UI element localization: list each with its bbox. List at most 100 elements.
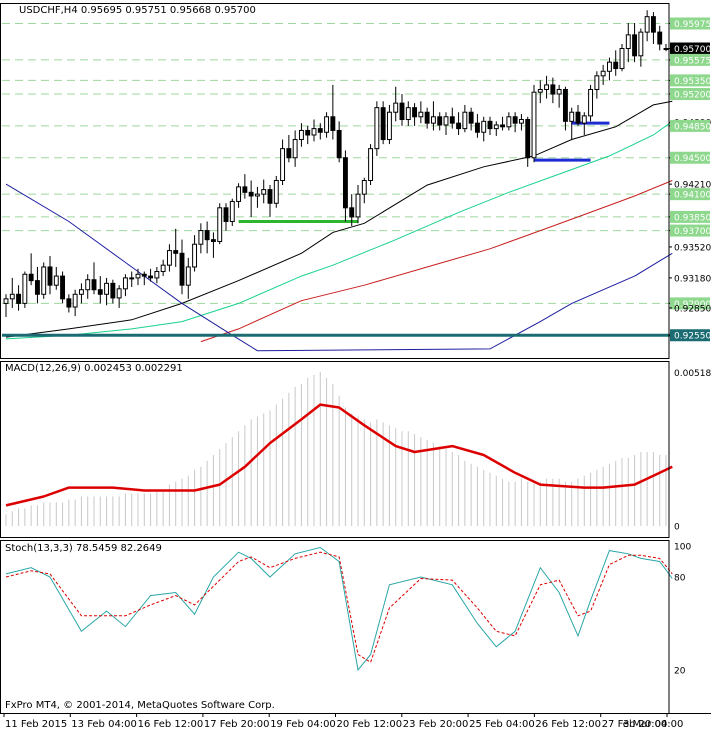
y-tick-label: 0.94210 xyxy=(674,181,711,191)
candle xyxy=(236,183,242,208)
candle-body xyxy=(116,288,122,299)
candle-body xyxy=(317,128,323,133)
y-tick-label: 0.93180 xyxy=(674,274,711,284)
price-level-badge xyxy=(670,17,710,30)
candle-body xyxy=(581,115,587,124)
candle-body xyxy=(468,111,474,124)
candle xyxy=(657,25,663,51)
candle xyxy=(525,116,531,167)
candle-body xyxy=(569,111,575,122)
candle xyxy=(280,139,286,186)
stoch-header: Stoch(13,3,3) 78.5459 82.2649 xyxy=(5,543,162,554)
candle xyxy=(160,259,166,277)
stoch-panel-frame xyxy=(0,540,670,714)
candle xyxy=(449,107,455,129)
candle-body xyxy=(606,61,612,72)
candle-body xyxy=(236,186,242,202)
y-tick-label: 0.92550 xyxy=(674,332,711,342)
candle-body xyxy=(625,34,631,50)
candle-body xyxy=(22,273,28,304)
y-tick-label: 0.95350 xyxy=(674,77,711,87)
candle-body xyxy=(456,122,462,130)
candle xyxy=(217,203,223,245)
candle-body xyxy=(518,119,524,124)
candle-body xyxy=(286,148,292,159)
candle-body xyxy=(330,116,336,131)
candle xyxy=(148,268,154,282)
candle-body xyxy=(242,186,248,193)
candle xyxy=(210,232,216,258)
price-level-badge xyxy=(670,297,710,310)
price-panel[interactable] xyxy=(2,10,673,352)
candle xyxy=(261,179,267,204)
candle xyxy=(456,112,462,135)
candle-body xyxy=(544,84,550,90)
candle xyxy=(625,23,631,63)
candle-body xyxy=(386,111,392,141)
candle-body xyxy=(600,70,606,77)
price-level-badge xyxy=(670,329,710,342)
candle-body xyxy=(374,107,380,150)
candle-body xyxy=(204,230,210,241)
price-level-badge xyxy=(670,224,710,237)
y-tick-label: 0.93700 xyxy=(674,227,711,237)
candle-body xyxy=(525,119,531,159)
candle xyxy=(135,268,141,286)
stoch-signal-line xyxy=(5,551,673,664)
candle xyxy=(644,10,650,42)
candle xyxy=(430,101,436,131)
candle xyxy=(173,228,179,267)
moving-average-line xyxy=(200,180,673,343)
candle xyxy=(355,185,361,224)
macd-tick-label: 0.005189 xyxy=(674,369,711,379)
x-tick-label: 3 Mar 04:00 xyxy=(623,719,683,730)
candle xyxy=(22,271,28,308)
x-tick-label: 17 Feb 20:00 xyxy=(204,719,270,730)
candle-body xyxy=(588,88,594,117)
candle xyxy=(581,112,587,135)
candle-body xyxy=(298,129,304,141)
candle xyxy=(166,244,172,272)
candle-body xyxy=(223,207,229,222)
candle-body xyxy=(248,191,254,197)
stochastic-panel[interactable] xyxy=(5,546,673,672)
candle xyxy=(550,77,556,104)
candle-body xyxy=(261,189,267,195)
candle-body xyxy=(500,124,506,128)
candle xyxy=(575,104,581,126)
x-tick-label: 26 Feb 12:00 xyxy=(535,719,601,730)
macd-panel[interactable] xyxy=(5,371,673,527)
candle-body xyxy=(85,279,91,291)
candle-body xyxy=(575,111,581,124)
candle xyxy=(443,112,449,135)
candle-body xyxy=(424,111,430,124)
candle xyxy=(594,71,600,99)
x-tick-label: 25 Feb 04:00 xyxy=(469,719,535,730)
moving-average-line xyxy=(5,100,673,338)
candle-body xyxy=(349,207,355,218)
candle-body xyxy=(663,48,669,51)
x-tick-label: 27 Feb 20:00 xyxy=(602,719,668,730)
y-tick-label: 0.95200 xyxy=(674,91,711,101)
candle-body xyxy=(185,266,191,286)
candle xyxy=(638,28,644,67)
candle xyxy=(116,285,122,308)
candle xyxy=(229,198,235,227)
candle-body xyxy=(192,243,198,268)
candle xyxy=(311,119,317,142)
candle-body xyxy=(311,128,317,136)
candle-body xyxy=(342,157,348,209)
candle-body xyxy=(160,264,166,273)
candle xyxy=(41,262,47,299)
candle-body xyxy=(474,122,480,133)
price-header: USDCHF,H4 0.95695 0.95751 0.95668 0.9570… xyxy=(19,5,256,16)
stoch-tick-label: 100 xyxy=(674,543,691,553)
candle-body xyxy=(78,289,84,295)
candle xyxy=(78,283,84,304)
price-level-badge xyxy=(670,188,710,201)
candle xyxy=(632,23,638,63)
y-tick-label: 0.92900 xyxy=(674,300,711,310)
candle xyxy=(399,94,405,126)
candle xyxy=(613,50,619,76)
